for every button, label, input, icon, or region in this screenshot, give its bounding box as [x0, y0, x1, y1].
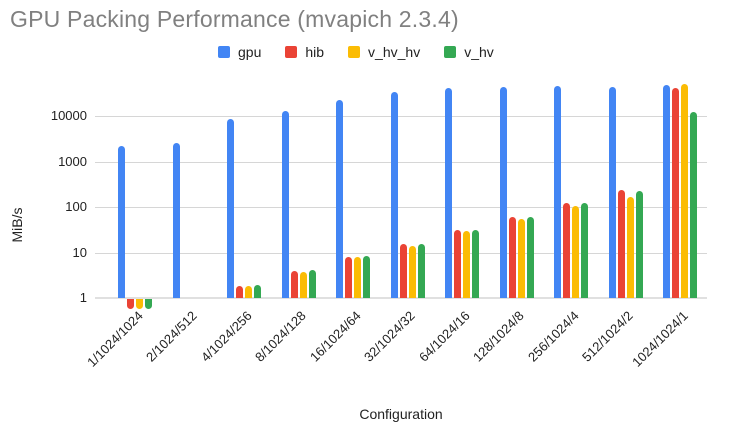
x-tick-label: 1/1024/1024 [83, 308, 146, 370]
x-tick-label: 8/1024/128 [252, 308, 310, 365]
bar-gpu[interactable] [608, 86, 616, 298]
bar-gpu[interactable] [227, 119, 234, 298]
legend-label: v_hv_hv [368, 44, 421, 60]
x-tick-label: 32/1024/32 [361, 308, 419, 365]
chart-title: GPU Packing Performance (mvapich 2.3.4) [10, 6, 459, 32]
y-tick-label: 1 [79, 290, 87, 305]
plot-area: 1 10 100 1000 10000 1/1024/1024 2/1024/512 4/10… [51, 77, 707, 370]
bar-v_hv[interactable] [690, 111, 697, 298]
bar-v_hv_hv[interactable] [299, 271, 307, 298]
legend-item-hib: hib [285, 44, 324, 60]
bar-hib[interactable] [617, 189, 625, 298]
y-tick-label: 10 [72, 244, 87, 260]
bar-v_hv[interactable] [581, 202, 588, 298]
legend-label: gpu [238, 44, 262, 60]
bar-gpu[interactable] [499, 86, 507, 298]
bar-v_hv_hv[interactable] [408, 245, 416, 298]
bar-gpu[interactable] [390, 91, 398, 298]
bar-hib[interactable] [399, 244, 407, 298]
bar-hib[interactable] [290, 270, 298, 298]
y-axis-title: MiB/s [9, 207, 25, 243]
bar-v_hv_hv[interactable] [681, 84, 688, 298]
x-tick-label: 1024/1024/1 [628, 308, 691, 370]
bar-v_hv[interactable] [417, 243, 425, 298]
legend-swatch-icon [218, 46, 230, 58]
x-tick-label: 2/1024/512 [143, 308, 201, 365]
bar-gpu[interactable] [663, 84, 670, 298]
bar-hib[interactable] [345, 256, 352, 298]
x-tick-label: 256/1024/4 [524, 308, 582, 365]
x-tick-label: 64/1024/16 [415, 308, 473, 365]
bar-v_hv_hv[interactable] [354, 257, 361, 298]
gridline-1 [95, 297, 707, 299]
bar-hib[interactable] [508, 217, 516, 298]
x-tick-label: 16/1024/64 [306, 308, 364, 365]
legend-swatch-icon [285, 46, 298, 58]
y-tick-label: 10000 [50, 108, 87, 123]
legend: gpu hib v_hv_hv v_hv [218, 44, 494, 60]
legend-item-v_hv: v_hv [444, 44, 494, 60]
bar-gpu[interactable] [336, 99, 343, 298]
bar-v_hv_hv[interactable] [517, 218, 525, 298]
bar-hib[interactable] [454, 230, 461, 298]
bar-v_hv[interactable] [526, 216, 534, 298]
bar-v_hv[interactable] [145, 299, 152, 310]
x-tick-label: 128/1024/8 [470, 308, 528, 365]
bar-v_hv_hv[interactable] [245, 286, 252, 298]
bar-v_hv[interactable] [472, 229, 479, 298]
bar-gpu[interactable] [554, 85, 561, 298]
bar-v_hv[interactable] [363, 256, 370, 298]
gridline-100 [95, 207, 707, 208]
bar-hib[interactable] [672, 88, 679, 298]
bar-v_hv_hv[interactable] [136, 299, 143, 310]
bar-hib[interactable] [236, 286, 243, 298]
bar-v_hv_hv[interactable] [626, 197, 634, 298]
legend-swatch-icon [444, 46, 457, 58]
legend-item-gpu: gpu [218, 44, 261, 60]
gridline-1000 [95, 161, 707, 163]
bar-v_hv[interactable] [254, 285, 261, 298]
bar-v_hv[interactable] [635, 190, 643, 298]
bar-hib[interactable] [127, 299, 134, 310]
bar-gpu[interactable] [172, 142, 180, 298]
gridline-10000 [95, 116, 707, 117]
bar-gpu[interactable] [281, 110, 289, 298]
bar-hib[interactable] [563, 203, 570, 298]
legend-swatch-icon [348, 46, 361, 58]
bar-v_hv[interactable] [308, 270, 316, 298]
x-tick-label: 512/1024/2 [579, 308, 637, 365]
x-tick-label: 4/1024/256 [197, 308, 255, 365]
x-axis-title: Configuration [359, 406, 443, 422]
y-tick-label: 1000 [58, 153, 87, 169]
legend-label: v_hv [464, 44, 494, 60]
bar-gpu[interactable] [118, 145, 125, 298]
legend-item-v_hv_hv: v_hv_hv [348, 44, 420, 60]
bar-v_hv_hv[interactable] [572, 206, 579, 298]
y-tick-label: 100 [65, 199, 87, 214]
legend-label: hib [305, 44, 325, 60]
bar-gpu[interactable] [445, 87, 452, 298]
bar-v_hv_hv[interactable] [463, 230, 470, 298]
